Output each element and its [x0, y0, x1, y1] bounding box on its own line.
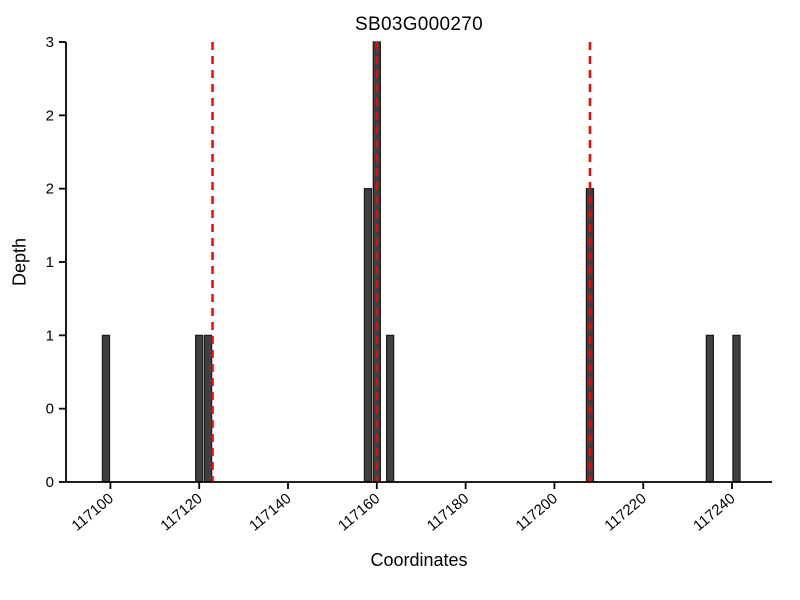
depth-bar: [363, 188, 373, 483]
x-tick-label: 117200: [513, 490, 561, 534]
depth-bar: [372, 41, 381, 483]
x-tick-label: 117240: [690, 490, 738, 534]
y-tick-label: 2: [46, 107, 54, 124]
y-tick-label: 2: [46, 181, 54, 198]
depth-bar: [732, 334, 741, 483]
y-tick-label: 3: [46, 34, 54, 51]
x-tick-label: 117100: [69, 490, 117, 534]
depth-bar: [203, 334, 213, 483]
depth-bar: [195, 334, 204, 483]
x-tick-label: 117120: [157, 490, 205, 534]
x-tick-label: 117180: [424, 490, 472, 534]
y-tick-label: 1: [46, 327, 54, 344]
y-tick-label: 1: [46, 254, 54, 271]
y-tick-label: 0: [46, 474, 54, 491]
depth-bar: [705, 334, 714, 483]
chart-title: SB03G000270: [355, 14, 483, 35]
y-tick-label: 0: [46, 401, 54, 418]
depth-bar: [385, 334, 395, 483]
x-tick-label: 117160: [335, 490, 383, 534]
depth-bar: [101, 334, 111, 483]
x-tick-label: 117220: [601, 490, 649, 534]
x-tick-label: 117140: [246, 490, 294, 534]
x-axis-title: Coordinates: [370, 550, 468, 570]
